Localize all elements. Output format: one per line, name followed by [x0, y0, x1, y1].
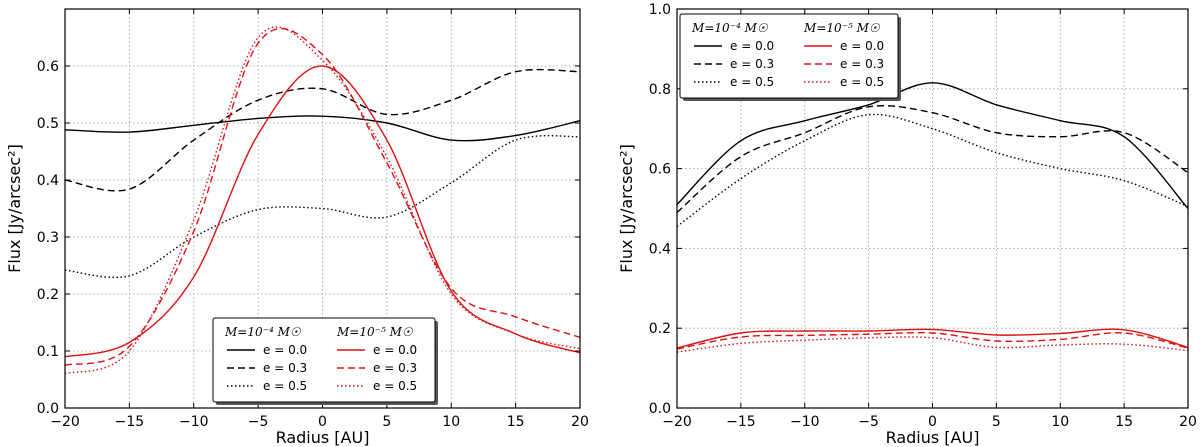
series-line-red-dotted [64, 26, 581, 375]
y-tick-label: 0.2 [649, 321, 671, 337]
legend-entry-label: e = 0.0 [373, 343, 417, 357]
x-tick-label: 20 [571, 414, 589, 430]
right-chart-panel: −20 −15 −10 −5 0 5 10 15 20 0.0 0.2 0.4 0.6 0.8 1.0 Rad… [617, 2, 1197, 447]
legend-title-group2: M=10⁻⁵ M☉ [336, 325, 414, 339]
legend-title-group2: M=10⁻⁵ M☉ [803, 21, 881, 35]
y-tick-label: 0.6 [649, 162, 671, 178]
y-tick-label: 0.4 [649, 241, 671, 257]
x-tick-label: 15 [1115, 414, 1133, 430]
x-tick-label: −20 [50, 414, 80, 430]
y-tick-label: 0.1 [37, 344, 59, 360]
legend-entry-label: e = 0.3 [730, 57, 774, 71]
x-tick-label: −5 [858, 414, 879, 430]
legend-entry-label: e = 0.0 [730, 39, 774, 53]
y-axis-label: Flux [Jy/arcsec²] [617, 144, 636, 273]
y-tick-label: 0.5 [37, 116, 59, 132]
left-chart-panel: −20 −15 −10 −5 0 5 10 15 20 0.0 0.1 0.2 0.3 0.4 0.5 0.6… [5, 8, 589, 447]
x-axis-label: Radius [AU] [886, 428, 980, 447]
legend-box [679, 13, 899, 99]
series-line-black-dotted [64, 135, 581, 279]
y-tick-label: 1.0 [649, 2, 671, 18]
x-tick-label: 5 [992, 414, 1001, 430]
x-tick-label: 0 [318, 414, 327, 430]
y-tick-label: 0.0 [649, 401, 671, 417]
x-axis-label: Radius [AU] [276, 428, 370, 447]
series-line-black-dashed [676, 104, 1189, 214]
y-tick-label: 0.4 [37, 173, 59, 189]
y-tick-label: 0.3 [37, 230, 59, 246]
series-line-black-solid [64, 115, 581, 142]
legend-entry-label: e = 0.5 [730, 75, 774, 89]
y-tick-label: 0.6 [37, 59, 59, 75]
series-line-red-solid [64, 65, 581, 358]
series-line-black-solid [676, 82, 1189, 209]
legend-entry-label: e = 0.5 [373, 379, 417, 393]
y-tick-label: 0.0 [37, 401, 59, 417]
y-tick-label: 0.2 [37, 287, 59, 303]
legend-title-group1: M=10⁻⁴ M☉ [691, 21, 769, 35]
x-tick-label: 10 [1051, 414, 1069, 430]
series-line-red-dashed [676, 331, 1189, 350]
x-tick-label: 20 [1179, 414, 1197, 430]
series-line-red-dotted [676, 336, 1189, 353]
x-tick-label: 5 [382, 414, 391, 430]
x-tick-label: 15 [507, 414, 525, 430]
x-tick-label: −20 [662, 414, 692, 430]
x-tick-label: −15 [115, 414, 145, 430]
series-line-red-solid [676, 328, 1189, 349]
series-line-black-dotted [676, 113, 1189, 228]
legend-entry-label: e = 0.3 [373, 361, 417, 375]
x-tick-label: −10 [179, 414, 209, 430]
x-tick-label: −10 [790, 414, 820, 430]
series-line-red-dashed [64, 28, 581, 366]
y-axis-label: Flux [Jy/arcsec²] [5, 144, 24, 273]
legend-entry-label: e = 0.5 [840, 75, 884, 89]
legend-entry-label: e = 0.3 [840, 57, 884, 71]
legend-title-group1: M=10⁻⁴ M☉ [224, 325, 302, 339]
legend-box [212, 317, 436, 403]
x-tick-label: 0 [928, 414, 937, 430]
legend-entry-label: e = 0.3 [263, 361, 307, 375]
legend-entry-label: e = 0.5 [263, 379, 307, 393]
x-tick-label: −5 [248, 414, 269, 430]
legend-entry-label: e = 0.0 [263, 343, 307, 357]
legend-entry-label: e = 0.0 [840, 39, 884, 53]
x-tick-label: 10 [442, 414, 460, 430]
y-tick-label: 0.8 [649, 82, 671, 98]
series-line-black-dashed [64, 68, 581, 192]
x-tick-label: −15 [726, 414, 756, 430]
